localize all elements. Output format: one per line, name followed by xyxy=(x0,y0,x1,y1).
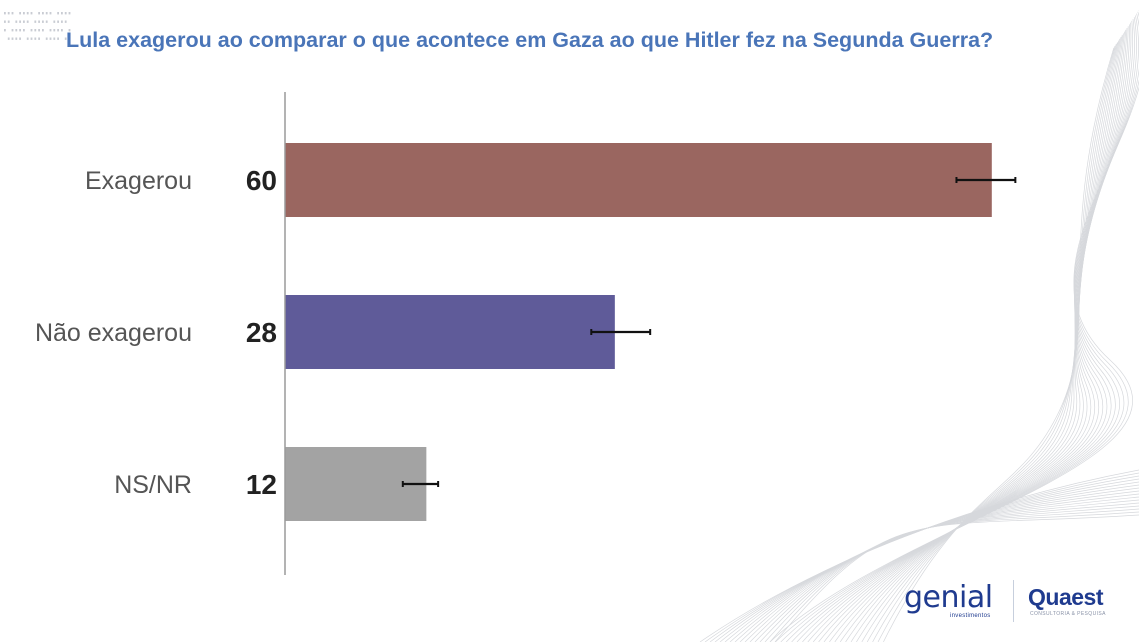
pattern-dot xyxy=(19,12,21,15)
pattern-dot xyxy=(64,12,67,15)
wave-line xyxy=(791,17,1137,642)
wave-line xyxy=(823,27,1128,642)
pattern-dot xyxy=(42,29,44,32)
pattern-dot xyxy=(38,20,40,23)
pattern-dot xyxy=(23,20,25,23)
wave-line xyxy=(856,38,1121,642)
pattern-dot xyxy=(45,20,48,23)
pattern-dot xyxy=(26,12,29,15)
pattern-dot xyxy=(30,37,33,40)
pattern-dot xyxy=(61,29,63,32)
pattern-dot xyxy=(38,37,40,40)
pattern-dot xyxy=(34,29,37,32)
bar-0 xyxy=(285,143,992,217)
pattern-dot xyxy=(57,29,59,32)
pattern-dot xyxy=(53,37,56,40)
wave-line xyxy=(872,44,1117,642)
pattern-dot xyxy=(11,29,14,32)
wave-line xyxy=(812,24,1130,642)
pattern-dot xyxy=(57,20,59,23)
wave-line xyxy=(785,15,1139,642)
wave-line xyxy=(775,11,1139,642)
category-label-2: NS/NR xyxy=(114,471,192,499)
pattern-dot xyxy=(30,29,33,32)
pattern-dot xyxy=(7,20,10,23)
pattern-dot xyxy=(57,12,59,15)
pattern-dot xyxy=(23,12,25,15)
pattern-dot xyxy=(7,37,10,40)
pattern-dot xyxy=(4,12,6,15)
chart-title: Lula exagerou ao comparar o que acontece… xyxy=(66,28,994,52)
quaest-logo: Quaest CONSULTORIA & PESQUISA xyxy=(1028,584,1123,624)
pattern-dot xyxy=(26,20,29,23)
wave-line xyxy=(850,36,1122,642)
genial-logo-text: genial xyxy=(904,580,993,615)
wave-line xyxy=(861,40,1119,642)
category-label-0: Exagerou xyxy=(85,167,192,195)
quaest-logo-subtitle: CONSULTORIA & PESQUISA xyxy=(1030,611,1106,617)
category-label-1: Não exagerou xyxy=(35,319,192,347)
quaest-logo-text: Quaest xyxy=(1028,584,1103,610)
pattern-dot xyxy=(30,12,33,15)
value-label-2: 12 xyxy=(246,469,277,500)
wave-line xyxy=(796,18,1135,642)
pattern-dot xyxy=(4,20,6,23)
wave-line xyxy=(774,514,1139,642)
pattern-dot xyxy=(15,20,18,23)
pattern-dot xyxy=(15,29,18,32)
pattern-dot xyxy=(15,37,18,40)
pattern-dot xyxy=(11,37,14,40)
pattern-dot xyxy=(49,29,52,32)
pattern-dot xyxy=(68,37,71,40)
wave-line xyxy=(829,29,1127,642)
genial-logo: genial investimentos xyxy=(904,580,1004,622)
pattern-dot xyxy=(4,29,6,32)
pattern-dot xyxy=(42,20,44,23)
wave-line xyxy=(780,13,1139,642)
pattern-dot xyxy=(68,29,71,32)
pattern-dot xyxy=(23,29,25,32)
wave-line xyxy=(845,35,1123,642)
logo-divider xyxy=(1013,580,1014,622)
wave-line xyxy=(802,20,1134,642)
pattern-dot xyxy=(53,20,56,23)
pattern-dot xyxy=(64,37,67,40)
wave-line xyxy=(883,47,1115,642)
pattern-dot xyxy=(19,37,21,40)
pattern-dot xyxy=(45,12,48,15)
value-label-0: 60 xyxy=(246,165,277,196)
wave-line xyxy=(839,33,1124,642)
pattern-dot xyxy=(53,29,56,32)
pattern-dot xyxy=(7,12,10,15)
pattern-dot xyxy=(68,12,71,15)
wave-line xyxy=(834,31,1125,642)
wave-line xyxy=(818,26,1129,642)
pattern-dot xyxy=(34,20,37,23)
pattern-dot xyxy=(57,37,59,40)
pattern-dot xyxy=(61,20,63,23)
pattern-dot xyxy=(26,37,29,40)
genial-logo-subtitle: investimentos xyxy=(950,613,991,619)
value-label-1: 28 xyxy=(246,317,277,348)
pattern-dot xyxy=(42,12,44,15)
pattern-dot xyxy=(38,29,40,32)
pattern-dot xyxy=(38,12,40,15)
wave-line xyxy=(866,42,1118,642)
dot-pattern-decoration xyxy=(4,12,71,40)
pattern-dot xyxy=(61,12,63,15)
bar-1 xyxy=(285,295,615,369)
pattern-dot xyxy=(11,12,14,15)
pattern-dot xyxy=(49,37,52,40)
pattern-dot xyxy=(34,37,37,40)
pattern-dot xyxy=(19,20,21,23)
pattern-dot xyxy=(49,12,52,15)
pattern-dot xyxy=(19,29,21,32)
wave-line xyxy=(877,45,1116,642)
wave-line xyxy=(807,22,1132,642)
pattern-dot xyxy=(64,20,67,23)
pattern-dot xyxy=(45,37,48,40)
